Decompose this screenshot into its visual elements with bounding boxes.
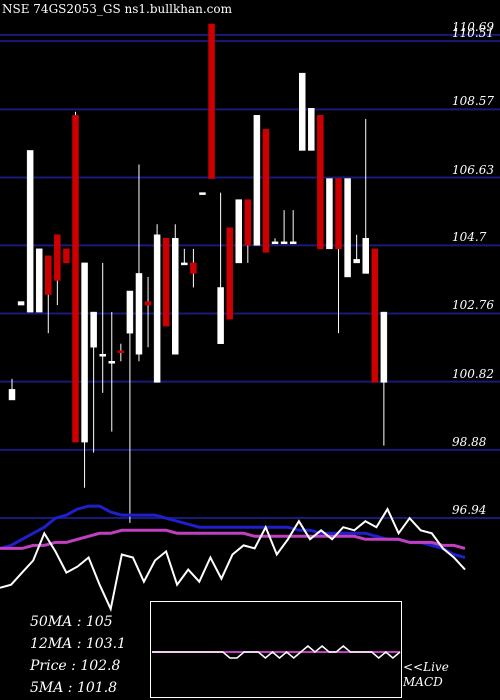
y-tick-label: 108.57 <box>452 94 494 109</box>
candle-body <box>362 238 369 274</box>
y-tick-label: 106.63 <box>452 162 494 177</box>
candle-body <box>63 248 70 264</box>
candle-body <box>35 248 43 313</box>
y-tick-label: 98.88 <box>452 434 487 449</box>
candle-body <box>317 115 324 250</box>
y-tick-label: 110.69 <box>452 19 494 34</box>
candle-body <box>208 23 215 179</box>
candle-body <box>26 150 34 313</box>
macd-title: MACD <box>403 675 443 689</box>
candle-body <box>54 234 61 281</box>
candle-body <box>172 238 179 355</box>
candle-body <box>199 192 206 195</box>
candle-body <box>135 273 143 355</box>
candle-body <box>8 389 16 401</box>
candle-body <box>289 241 297 245</box>
candles <box>8 23 388 523</box>
candle-body <box>162 238 170 327</box>
macd-label: <<Live MACD <box>403 660 449 690</box>
ma-line-white <box>0 506 466 613</box>
candle-body <box>271 241 279 245</box>
candle-body <box>335 178 342 250</box>
candle-body <box>99 354 106 357</box>
candle-body <box>153 234 161 383</box>
candle-body <box>217 287 224 344</box>
ma50-readout: 50MA : 105 <box>30 614 113 630</box>
y-tick-label: 104.7 <box>452 230 487 245</box>
candle-body <box>144 301 152 306</box>
candle-body <box>371 248 379 383</box>
ma-line-magenta <box>0 528 466 550</box>
candle-body <box>235 199 242 264</box>
candle-body <box>126 290 134 334</box>
candle-body <box>81 262 88 443</box>
candle-body <box>226 227 233 320</box>
candle-body <box>72 115 79 443</box>
macd-line <box>152 645 401 659</box>
live-label: <<Live <box>403 660 449 674</box>
candle-body <box>108 361 116 364</box>
candle-body <box>253 115 261 246</box>
candle-body <box>90 311 97 348</box>
candle-body <box>17 301 25 306</box>
candle-body <box>45 255 52 295</box>
y-tick-label: 96.94 <box>452 503 487 517</box>
ma12-readout: 12MA : 103.1 <box>30 636 126 652</box>
candle-body <box>298 72 306 151</box>
candle-body <box>181 262 188 266</box>
candle-body <box>380 311 388 383</box>
macd-plot <box>152 645 401 659</box>
candle-body <box>280 241 288 245</box>
macd-panel <box>150 601 402 698</box>
candle-body <box>117 350 125 353</box>
candle-body <box>244 199 252 246</box>
y-tick-label: 102.76 <box>452 298 494 313</box>
price-readout: Price : 102.8 <box>30 658 121 674</box>
candle-body <box>353 259 360 264</box>
moving-averages <box>0 504 466 613</box>
chart-title: NSE 74GS2053_GS ns1.bullkhan.com <box>2 2 232 16</box>
candle-body <box>262 129 270 253</box>
candle-body <box>326 178 333 250</box>
ma5-readout: 5MA : 101.8 <box>30 680 118 696</box>
candle-body <box>308 108 315 151</box>
y-tick-label: 100.82 <box>452 366 494 381</box>
candle-body <box>344 178 351 278</box>
candle-body <box>190 262 197 274</box>
y-tick-label: 110.51 <box>452 26 494 41</box>
